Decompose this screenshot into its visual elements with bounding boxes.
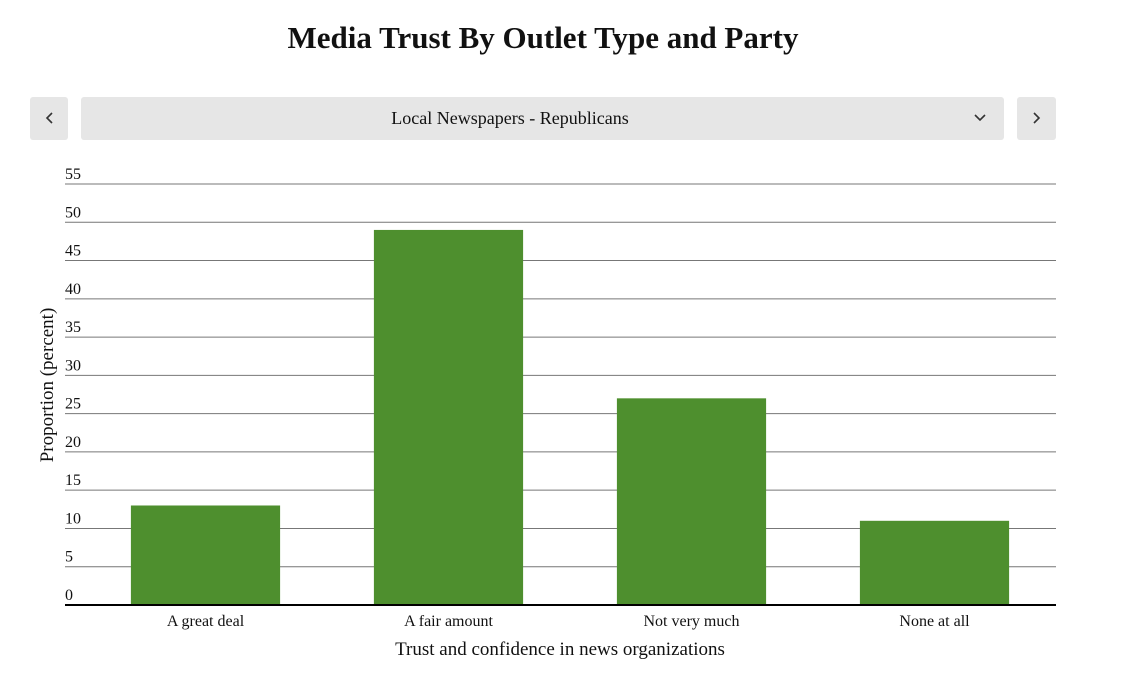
dropdown-bg	[81, 97, 1004, 140]
y-axis-title: Proportion (percent)	[37, 308, 58, 463]
y-tick-label: 5	[65, 549, 73, 566]
x-tick-label: Not very much	[644, 613, 740, 630]
y-tick-label: 50	[65, 204, 81, 221]
prev-button[interactable]	[30, 97, 68, 140]
y-tick-label: 35	[65, 319, 81, 336]
x-tick-label: None at all	[899, 613, 970, 630]
x-tick-label: A great deal	[167, 613, 245, 630]
dropdown-label: Local Newspapers - Republicans	[391, 108, 628, 128]
x-axis-title: Trust and confidence in news organizatio…	[395, 639, 725, 660]
dropdown[interactable]: Local Newspapers - Republicans	[81, 97, 1004, 140]
y-tick-label: 15	[65, 472, 81, 489]
y-tick-label: 55	[65, 166, 81, 183]
prev-icon	[45, 112, 53, 124]
y-tick-label: 40	[65, 281, 81, 298]
y-tick-label: 10	[65, 510, 81, 527]
bar	[373, 229, 524, 605]
next-button[interactable]	[1017, 97, 1056, 140]
bar	[130, 505, 281, 605]
y-tick-label: 25	[65, 396, 81, 413]
x-tick-label: A fair amount	[404, 613, 493, 630]
bar	[859, 520, 1010, 605]
y-tick-label: 20	[65, 434, 81, 451]
dropdown-chevron	[974, 114, 986, 122]
bar	[616, 398, 767, 605]
prev-button-bg	[30, 97, 68, 140]
y-tick-label: 30	[65, 357, 81, 374]
y-tick-label: 0	[65, 587, 73, 604]
next-button-bg	[1017, 97, 1056, 140]
next-icon	[1033, 112, 1041, 124]
chart-title: Media Trust By Outlet Type and Party	[288, 20, 799, 55]
y-tick-label: 45	[65, 243, 81, 260]
